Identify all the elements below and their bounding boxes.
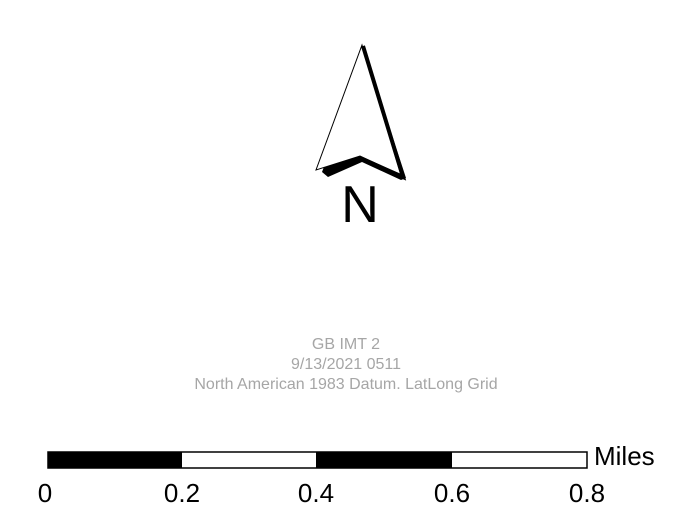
north-arrow-body — [315, 43, 402, 176]
scale-tick-label: 0.6 — [433, 478, 471, 508]
scale-segment-2 — [182, 452, 316, 468]
scale-tick-label: 0 — [37, 478, 53, 508]
scale-segment-4 — [452, 452, 587, 468]
scale-segment-1 — [48, 452, 182, 468]
scale-unit-label: Miles — [594, 441, 655, 471]
scale-tick-label: 0.4 — [297, 478, 335, 508]
map-info-block: GB IMT 2 9/13/2021 0511 North American 1… — [0, 335, 692, 395]
north-arrow-edge — [323, 45, 407, 181]
north-letter: N — [341, 176, 379, 234]
map-title: GB IMT 2 — [311, 336, 381, 353]
scale-bar-outline — [47, 451, 588, 469]
scale-bar — [47, 451, 588, 469]
scale-tick-label: 0.2 — [163, 478, 201, 508]
scale-tick-label: 0.8 — [568, 478, 606, 508]
map-date: 9/13/2021 0511 — [290, 356, 402, 373]
north-arrow-icon — [315, 43, 407, 181]
map-datum-note: North American 1983 Datum. LatLong Grid — [194, 376, 498, 393]
scale-segment-3 — [316, 452, 452, 468]
